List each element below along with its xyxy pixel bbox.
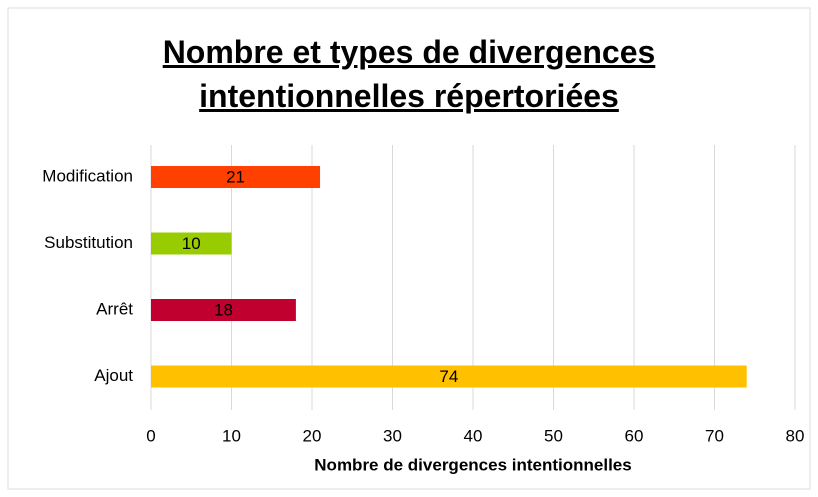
frame [7, 7, 811, 490]
y-tick-label: Modification [42, 166, 133, 185]
bar [151, 299, 296, 321]
x-tick-label: 30 [383, 426, 402, 445]
x-tick-label: 0 [146, 426, 155, 445]
x-tick-label: 20 [303, 426, 322, 445]
x-axis-label: Nombre de divergences intentionnelles [314, 455, 631, 474]
data-label: 21 [226, 167, 245, 186]
x-tick-label: 10 [222, 426, 241, 445]
chart-title: Nombre et types de divergences intention… [162, 34, 656, 114]
x-tick-label: 70 [705, 426, 724, 445]
bar [151, 166, 321, 188]
y-tick-label: Substitution [44, 233, 133, 252]
y-tick-label: Arrêt [96, 299, 133, 318]
x-tick-label: 60 [625, 426, 644, 445]
y-tick-label: Ajout [94, 366, 133, 385]
x-tick-label: 40 [464, 426, 483, 445]
data-label: 18 [214, 300, 233, 319]
x-tick-label: 50 [544, 426, 563, 445]
bar [151, 232, 232, 255]
data-label: 10 [182, 234, 201, 253]
x-tick-label: 80 [786, 426, 805, 445]
bar [151, 365, 747, 388]
data-label: 74 [439, 367, 458, 386]
